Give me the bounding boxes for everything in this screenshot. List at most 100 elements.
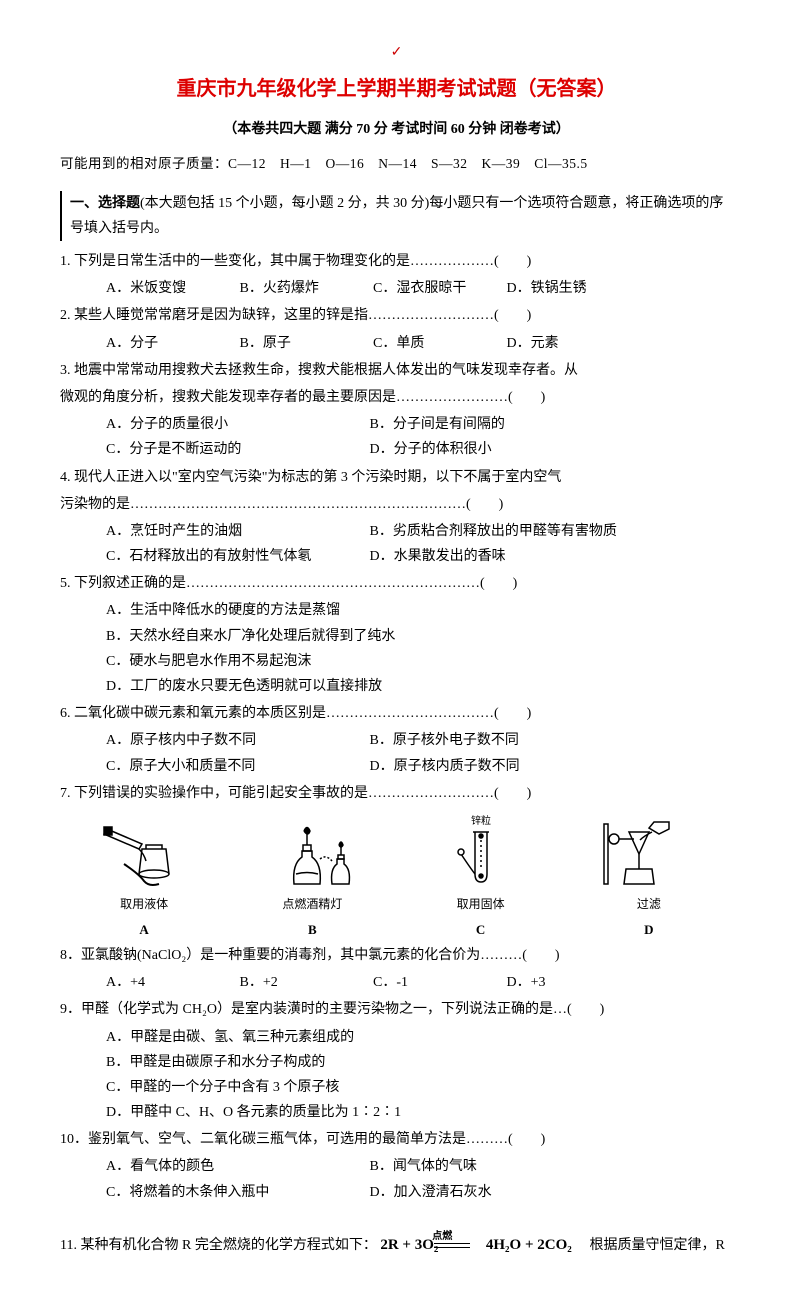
section-1-box: 一、选择题(本大题包括 15 个小题，每小题 2 分，共 30 分)每小题只有一… — [60, 191, 733, 241]
filtration-icon — [594, 814, 704, 894]
q9-stem: 9．甲醛（化学式为 CH₂O）是室内装潢时的主要污染物之一，下列说法正确的是…(… — [60, 997, 733, 1022]
q5-opt-b-row: B．天然水经自来水厂净化处理后就得到了纯水 — [60, 624, 733, 649]
q9-opt-a: A．甲醛是由碳、氢、氧三种元素组成的 — [106, 1030, 354, 1045]
q9-opt-c-row: C．甲醛的一个分子中含有 3 个原子核 — [60, 1075, 733, 1100]
q7-fig-a: 取用液体 A — [79, 819, 209, 941]
q6-opt-d: D．原子核内质子数不同 — [370, 754, 630, 779]
q1-opt-c: C．湿衣服晾干 — [373, 276, 503, 301]
q7-fig-a-label: A — [79, 918, 209, 941]
q6-opt-b: B．原子核外电子数不同 — [370, 728, 630, 753]
q4-options-row2: C．石材释放出的有放射性气体氡 D．水果散发出的香味 — [60, 544, 733, 569]
exam-subtitle: （本卷共四大题 满分 70 分 考试时间 60 分钟 闭卷考试） — [60, 117, 733, 142]
q11-suffix: 根据质量守恒定律，R — [576, 1238, 725, 1253]
q5-opt-b: B．天然水经自来水厂净化处理后就得到了纯水 — [106, 629, 395, 644]
q7-fig-b: 点燃酒精灯 B — [247, 819, 377, 941]
q5-opt-c: C．硬水与肥皂水作用不易起泡沫 — [106, 654, 311, 669]
q3-opt-d: D．分子的体积很小 — [370, 437, 630, 462]
q4-opt-b: B．劣质粘合剂释放出的甲醛等有害物质 — [370, 519, 630, 544]
q7-fig-a-caption: 取用液体 — [79, 894, 209, 916]
q8-opt-a: A．+4 — [106, 970, 236, 995]
q1-options: A．米饭变馊 B．火药爆炸 C．湿衣服晾干 D．铁锅生锈 — [60, 276, 733, 301]
q8-opt-d: D．+3 — [507, 970, 637, 995]
q4-stem-line1: 4. 现代人正进入以"室内空气污染"为标志的第 3 个污染时期，以下不属于室内空… — [60, 465, 733, 490]
q5-opt-a: A．生活中降低水的硬度的方法是蒸馏 — [106, 603, 340, 618]
q4-opt-d: D．水果散发出的香味 — [370, 544, 630, 569]
q2-opt-a: A．分子 — [106, 331, 236, 356]
q3-opt-c: C．分子是不断运动的 — [106, 437, 366, 462]
q11-eqn-left: 2R + 3O₂ — [380, 1237, 438, 1253]
q7-fig-d-label: D — [584, 918, 714, 941]
q10-opt-d: D．加入澄清石灰水 — [370, 1180, 630, 1205]
q5-stem: 5. 下列叙述正确的是………………………………………………………( ) — [60, 571, 733, 596]
q1-opt-a: A．米饭变馊 — [106, 276, 236, 301]
q2-opt-d: D．元素 — [507, 331, 637, 356]
q7-stem: 7. 下列错误的实验操作中，可能引起安全事故的是………………………( ) — [60, 781, 733, 806]
q7-fig-d-caption: 过滤 — [584, 894, 714, 916]
test-tube-solid-icon: 锌粒 — [431, 814, 531, 894]
q4-options-row1: A．烹饪时产生的油烟 B．劣质粘合剂释放出的甲醛等有害物质 — [60, 519, 733, 544]
q1-opt-d: D．铁锅生锈 — [507, 276, 637, 301]
q10-options-row2: C．将燃着的木条伸入瓶中 D．加入澄清石灰水 — [60, 1180, 733, 1205]
atomic-values: C—12 H—1 O—16 N—14 S—32 K—39 Cl—35.5 — [228, 156, 588, 171]
atomic-prefix: 可能用到的相对原子质量： — [60, 156, 228, 171]
svg-text:锌粒: 锌粒 — [471, 814, 491, 827]
q5-opt-a-row: A．生活中降低水的硬度的方法是蒸馏 — [60, 598, 733, 623]
q7-fig-b-caption: 点燃酒精灯 — [247, 894, 377, 916]
q8-stem: 8．亚氯酸钠(NaClO₂）是一种重要的消毒剂，其中氯元素的化合价为………( ) — [60, 943, 733, 968]
q2-options: A．分子 B．原子 C．单质 D．元素 — [60, 331, 733, 356]
q10-opt-b: B．闻气体的气味 — [370, 1154, 630, 1179]
q4-stem-line2: 污染物的是………………………………………………………………( ) — [60, 492, 733, 517]
q7-fig-c-caption: 取用固体 — [416, 894, 546, 916]
q1-opt-b: B．火药爆炸 — [240, 276, 370, 301]
q7-figure-row: 取用液体 A 点燃酒精灯 B 锌粒 — [60, 814, 733, 941]
q7-fig-c-label: C — [416, 918, 546, 941]
q2-opt-b: B．原子 — [240, 331, 370, 356]
q8-options: A．+4 B．+2 C．-1 D．+3 — [60, 970, 733, 995]
q3-options-row2: C．分子是不断运动的 D．分子的体积很小 — [60, 437, 733, 462]
q2-stem: 2. 某些人睡觉常常磨牙是因为缺锌，这里的锌是指………………………( ) — [60, 303, 733, 328]
q6-options-row1: A．原子核内中子数不同 B．原子核外电子数不同 — [60, 728, 733, 753]
q9-opt-d: D．甲醛中 C、H、O 各元素的质量比为 1∶2∶1 — [106, 1105, 401, 1120]
q7-fig-d: 过滤 D — [584, 814, 714, 941]
q2-opt-c: C．单质 — [373, 331, 503, 356]
q9-opt-a-row: A．甲醛是由碳、氢、氧三种元素组成的 — [60, 1025, 733, 1050]
q9-opt-c: C．甲醛的一个分子中含有 3 个原子核 — [106, 1080, 339, 1095]
q5-opt-d: D．工厂的废水只要无色透明就可以直接排放 — [106, 679, 382, 694]
section-1-head: 一、选择题 — [70, 196, 140, 211]
q6-opt-a: A．原子核内中子数不同 — [106, 728, 366, 753]
q3-stem-line1: 3. 地震中常常动用搜救犬去拯救生命，搜救犬能根据人体发出的气味发现幸存者。从 — [60, 358, 733, 383]
q7-fig-b-label: B — [247, 918, 377, 941]
q5-opt-d-row: D．工厂的废水只要无色透明就可以直接排放 — [60, 674, 733, 699]
q9-opt-b: B．甲醛是由碳原子和水分子构成的 — [106, 1055, 325, 1070]
q6-stem: 6. 二氧化碳中碳元素和氧元素的本质区别是………………………………( ) — [60, 701, 733, 726]
q3-stem-line2: 微观的角度分析，搜救犬能发现幸存者的最主要原因是……………………( ) — [60, 385, 733, 410]
pouring-liquid-icon — [94, 819, 194, 894]
q11-condition: 点燃 — [432, 1228, 452, 1246]
atomic-mass-line: 可能用到的相对原子质量：C—12 H—1 O—16 N—14 S—32 K—39… — [60, 152, 733, 176]
q4-opt-c: C．石材释放出的有放射性气体氡 — [106, 544, 366, 569]
q3-opt-b: B．分子间是有间隔的 — [370, 412, 630, 437]
q11-eqn-right: 4H₂O + 2CO₂ — [486, 1237, 572, 1253]
q4-opt-a: A．烹饪时产生的油烟 — [106, 519, 366, 544]
q10-options-row1: A．看气体的颜色 B．闻气体的气味 — [60, 1154, 733, 1179]
header-checkmark: ✓ — [60, 40, 733, 65]
q3-opt-a: A．分子的质量很小 — [106, 412, 366, 437]
q11-line: 11. 某种有机化合物 R 完全燃烧的化学方程式如下： 2R + 3O₂ 点燃 … — [60, 1232, 733, 1259]
q6-options-row2: C．原子大小和质量不同 D．原子核内质子数不同 — [60, 754, 733, 779]
q10-opt-a: A．看气体的颜色 — [106, 1154, 366, 1179]
q11-equation: 2R + 3O₂ 点燃 4H₂O + 2CO₂ — [380, 1237, 575, 1253]
q9-opt-b-row: B．甲醛是由碳原子和水分子构成的 — [60, 1050, 733, 1075]
q10-stem: 10．鉴别氧气、空气、二氧化碳三瓶气体，可选用的最简单方法是………( ) — [60, 1127, 733, 1152]
q8-opt-b: B．+2 — [240, 970, 370, 995]
exam-title: 重庆市九年级化学上学期半期考试试题（无答案） — [60, 71, 733, 107]
q3-options-row1: A．分子的质量很小 B．分子间是有间隔的 — [60, 412, 733, 437]
section-1-desc: (本大题包括 15 个小题，每小题 2 分，共 30 分)每小题只有一个选项符合… — [70, 196, 723, 236]
alcohol-lamp-icon — [262, 819, 362, 894]
q8-opt-c: C．-1 — [373, 970, 503, 995]
q6-opt-c: C．原子大小和质量不同 — [106, 754, 366, 779]
q5-opt-c-row: C．硬水与肥皂水作用不易起泡沫 — [60, 649, 733, 674]
q10-opt-c: C．将燃着的木条伸入瓶中 — [106, 1180, 366, 1205]
q1-stem: 1. 下列是日常生活中的一些变化，其中属于物理变化的是………………( ) — [60, 249, 733, 274]
q11-prefix: 11. 某种有机化合物 R 完全燃烧的化学方程式如下： — [60, 1238, 377, 1253]
q7-fig-c: 锌粒 取用固体 C — [416, 814, 546, 941]
